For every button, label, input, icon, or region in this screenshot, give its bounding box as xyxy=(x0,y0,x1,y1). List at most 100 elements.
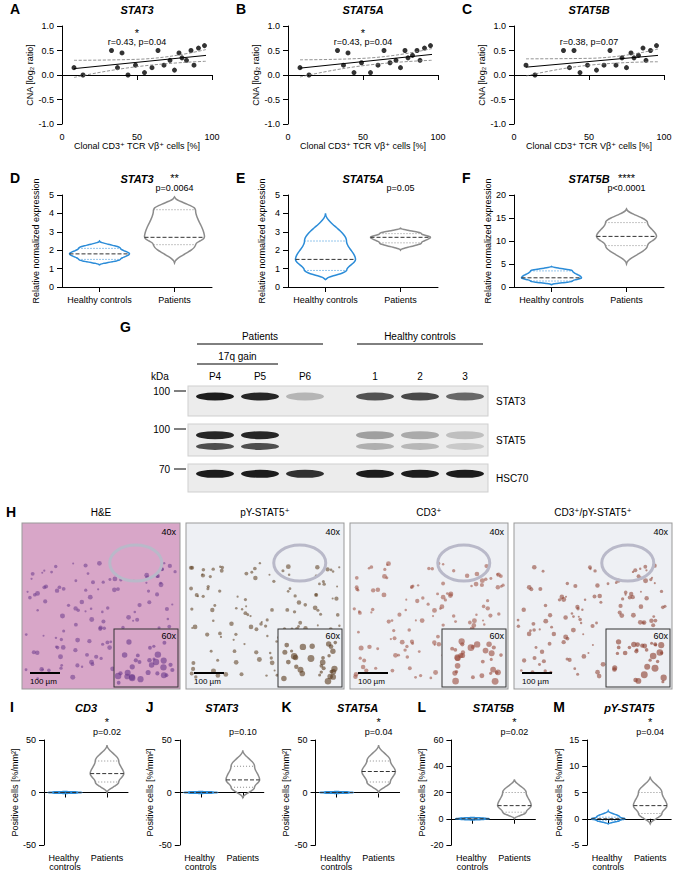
svg-text:0.5: 0.5 xyxy=(493,46,506,56)
svg-text:pY-STAT5⁺: pY-STAT5⁺ xyxy=(240,507,290,518)
svg-text:STAT3: STAT3 xyxy=(120,4,153,16)
svg-text:0: 0 xyxy=(275,282,280,292)
svg-text:100: 100 xyxy=(153,386,170,397)
svg-text:Patients: Patients xyxy=(498,853,531,863)
svg-text:50: 50 xyxy=(162,735,172,745)
svg-text:-1.0: -1.0 xyxy=(38,119,54,129)
svg-text:P5: P5 xyxy=(254,371,267,382)
svg-text:100 µm: 100 µm xyxy=(194,677,221,686)
svg-text:Patients: Patients xyxy=(227,853,260,863)
svg-text:F: F xyxy=(462,170,471,186)
svg-text:Healthy controls: Healthy controls xyxy=(67,295,132,305)
svg-text:17q gain: 17q gain xyxy=(218,351,256,362)
svg-text:60x: 60x xyxy=(325,631,340,641)
svg-text:p=0.05: p=0.05 xyxy=(387,183,415,193)
svg-text:-20: -20 xyxy=(430,840,443,850)
svg-text:p<0.0001: p<0.0001 xyxy=(608,183,646,193)
svg-text:1.0: 1.0 xyxy=(267,21,280,31)
svg-text:100: 100 xyxy=(204,132,219,142)
svg-text:CD3: CD3 xyxy=(75,702,97,714)
svg-text:Patients: Patients xyxy=(384,295,417,305)
svg-text:-50: -50 xyxy=(159,840,172,850)
svg-text:5: 5 xyxy=(275,190,280,200)
svg-text:Patients: Patients xyxy=(158,295,191,305)
svg-text:60x: 60x xyxy=(161,631,176,641)
svg-text:50: 50 xyxy=(132,132,142,142)
svg-text:4: 4 xyxy=(275,208,280,218)
svg-text:Patients: Patients xyxy=(610,295,643,305)
svg-text:A: A xyxy=(10,1,20,17)
svg-text:4: 4 xyxy=(49,208,54,218)
svg-text:HSC70: HSC70 xyxy=(496,473,529,484)
svg-text:Patients: Patients xyxy=(634,853,667,863)
svg-text:50: 50 xyxy=(26,735,36,745)
svg-text:Positive cells [%/mm²]: Positive cells [%/mm²] xyxy=(554,748,564,836)
svg-text:controls: controls xyxy=(321,862,353,872)
svg-text:0.5: 0.5 xyxy=(41,46,54,56)
svg-text:0: 0 xyxy=(167,788,172,798)
svg-text:CNA [log₂ ratio]: CNA [log₂ ratio] xyxy=(477,44,487,106)
svg-text:-0.5: -0.5 xyxy=(38,95,54,105)
svg-text:0: 0 xyxy=(501,282,506,292)
svg-text:Healthy controls: Healthy controls xyxy=(384,331,456,342)
svg-text:-50: -50 xyxy=(23,840,36,850)
svg-text:0: 0 xyxy=(574,814,579,824)
svg-text:Positive cells [%/mm²]: Positive cells [%/mm²] xyxy=(417,748,427,836)
svg-text:60: 60 xyxy=(433,735,443,745)
svg-text:20: 20 xyxy=(433,788,443,798)
svg-text:Positive cells [%/mm²]: Positive cells [%/mm²] xyxy=(281,748,291,836)
svg-text:p=0.0064: p=0.0064 xyxy=(156,183,194,193)
svg-text:Clonal CD3⁺ TCR Vβ⁺ cells [%]: Clonal CD3⁺ TCR Vβ⁺ cells [%] xyxy=(300,141,426,151)
svg-text:D: D xyxy=(10,170,20,186)
svg-text:50: 50 xyxy=(584,132,594,142)
svg-text:60x: 60x xyxy=(489,631,504,641)
svg-text:Clonal CD3⁺ TCR Vβ⁺ cells [%]: Clonal CD3⁺ TCR Vβ⁺ cells [%] xyxy=(526,141,652,151)
svg-text:100: 100 xyxy=(153,424,170,435)
svg-text:0: 0 xyxy=(438,814,443,824)
svg-text:p=0.10: p=0.10 xyxy=(229,727,257,737)
svg-text:Patients: Patients xyxy=(242,331,278,342)
svg-text:Relative normalized expression: Relative normalized expression xyxy=(483,178,493,303)
svg-text:-50: -50 xyxy=(295,840,308,850)
svg-text:1.0: 1.0 xyxy=(493,21,506,31)
svg-text:STAT5A: STAT5A xyxy=(342,4,383,16)
svg-text:p=0.02: p=0.02 xyxy=(93,727,121,737)
svg-text:1: 1 xyxy=(49,264,54,274)
svg-text:r=0.43, p=0.04: r=0.43, p=0.04 xyxy=(108,37,167,47)
svg-text:-5: -5 xyxy=(571,840,579,850)
svg-text:0: 0 xyxy=(285,132,290,142)
svg-text:P6: P6 xyxy=(299,371,312,382)
svg-text:kDa: kDa xyxy=(151,371,169,382)
svg-text:controls: controls xyxy=(49,862,81,872)
svg-text:STAT3: STAT3 xyxy=(120,173,153,185)
svg-text:100 µm: 100 µm xyxy=(30,677,57,686)
svg-text:60x: 60x xyxy=(653,631,668,641)
svg-text:STAT5: STAT5 xyxy=(496,435,526,446)
svg-text:I: I xyxy=(10,699,14,715)
svg-text:100: 100 xyxy=(656,132,671,142)
svg-text:CNA [log₂ ratio]: CNA [log₂ ratio] xyxy=(251,44,261,106)
svg-text:0: 0 xyxy=(31,788,36,798)
svg-text:15: 15 xyxy=(569,735,579,745)
svg-text:Patients: Patients xyxy=(91,853,124,863)
svg-text:0.0: 0.0 xyxy=(267,70,280,80)
svg-text:-0.5: -0.5 xyxy=(490,95,506,105)
svg-text:3: 3 xyxy=(275,227,280,237)
svg-text:P4: P4 xyxy=(209,371,222,382)
svg-text:C: C xyxy=(462,1,472,17)
svg-text:r=0.43, p=0.04: r=0.43, p=0.04 xyxy=(334,37,393,47)
svg-text:1: 1 xyxy=(275,264,280,274)
svg-text:STAT3: STAT3 xyxy=(496,396,526,407)
svg-text:0: 0 xyxy=(303,788,308,798)
svg-text:controls: controls xyxy=(185,862,217,872)
svg-text:40: 40 xyxy=(433,761,443,771)
svg-text:CD3⁺/pY-STAT5⁺: CD3⁺/pY-STAT5⁺ xyxy=(554,507,632,518)
svg-text:0.0: 0.0 xyxy=(41,70,54,80)
svg-text:H: H xyxy=(6,504,16,520)
svg-text:50: 50 xyxy=(298,735,308,745)
svg-text:5: 5 xyxy=(49,190,54,200)
svg-text:STAT5A: STAT5A xyxy=(337,702,378,714)
svg-text:STAT5B: STAT5B xyxy=(568,4,609,16)
svg-text:Clonal CD3⁺ TCR Vβ⁺ cells [%]: Clonal CD3⁺ TCR Vβ⁺ cells [%] xyxy=(74,141,200,151)
svg-text:0: 0 xyxy=(511,132,516,142)
